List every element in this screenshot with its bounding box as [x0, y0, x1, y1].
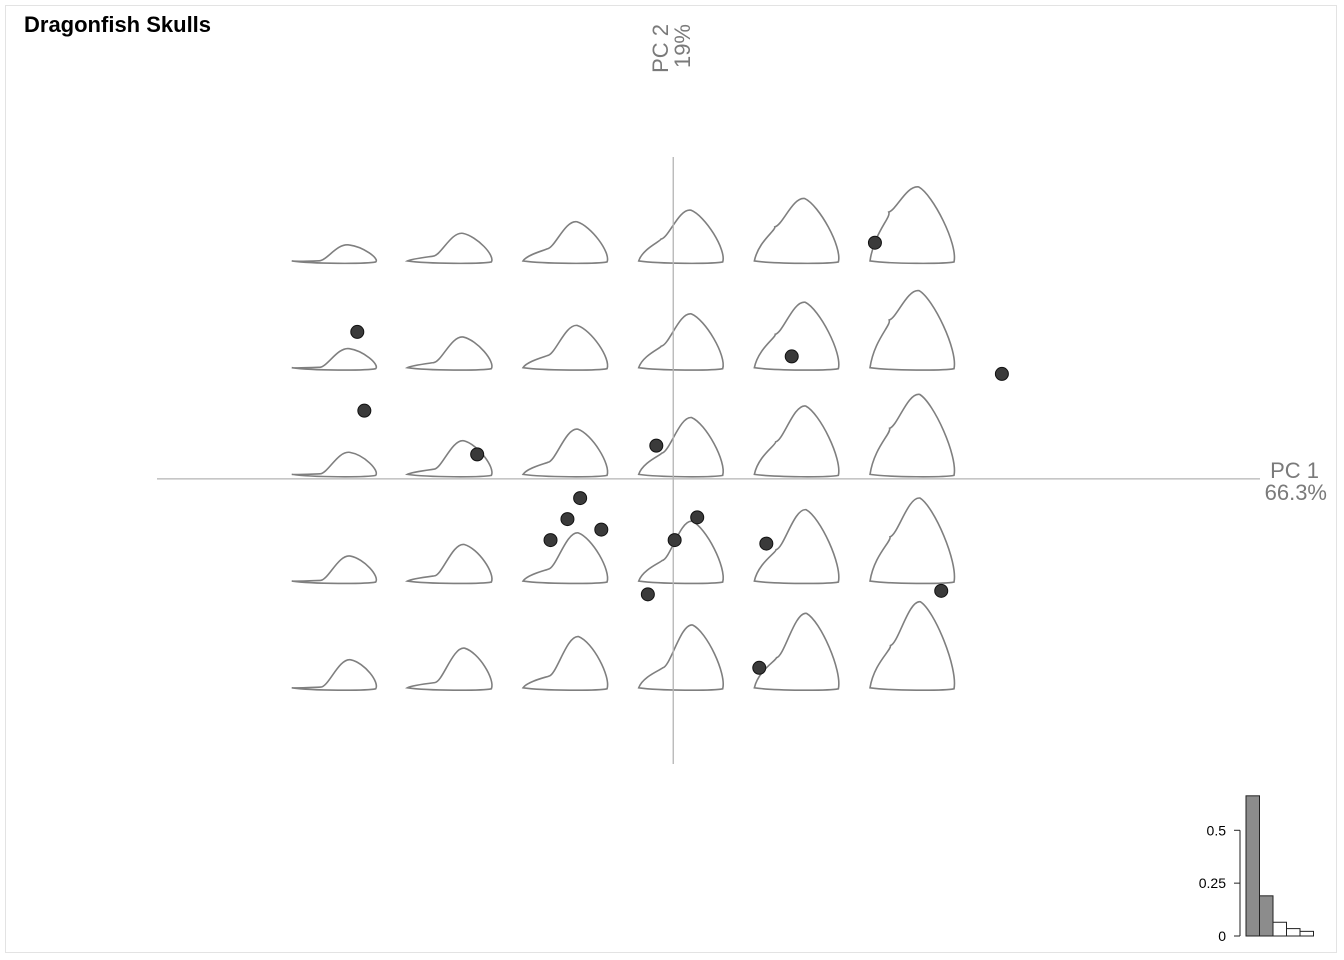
- data-point: [573, 491, 588, 506]
- morphospace-shape: [291, 451, 378, 478]
- morphospace-shape: [637, 313, 724, 371]
- eigen-tick-label: 0.25: [1199, 875, 1226, 891]
- morphospace-shapes: [291, 186, 956, 691]
- pc1-axis-name: PC 1: [1270, 458, 1319, 483]
- eigen-bar: [1259, 895, 1274, 937]
- morphospace-shape: [637, 624, 724, 691]
- morphospace-shape: [869, 600, 956, 691]
- morphospace-shape: [869, 289, 956, 371]
- pc2-axis-variance: 19%: [670, 24, 695, 68]
- morphospace-shape: [753, 197, 840, 265]
- data-point: [752, 660, 767, 675]
- morphospace-shape: [404, 439, 493, 478]
- morphospace-shape: [521, 220, 609, 265]
- eigen-bar: [1272, 921, 1287, 937]
- data-point: [640, 587, 655, 602]
- morphospace-shape: [869, 186, 956, 265]
- morphospace-shape: [521, 428, 609, 478]
- data-point: [543, 533, 558, 548]
- morphospace-shape: [291, 244, 378, 265]
- morphospace-shape: [404, 336, 493, 371]
- data-point: [470, 447, 485, 462]
- morphospace-shape: [521, 635, 609, 691]
- pc1-axis-variance: 66.3%: [1265, 480, 1327, 505]
- pc2-axis-name: PC 2: [648, 24, 673, 73]
- morphospace-shape: [753, 301, 840, 371]
- data-point: [759, 536, 774, 551]
- data-point: [867, 235, 882, 250]
- morphospace-shape: [869, 393, 956, 478]
- plot-frame: [5, 5, 1337, 953]
- morphospace-shape: [404, 232, 493, 265]
- data-point: [649, 438, 664, 453]
- morphospace-shape: [637, 416, 724, 478]
- eigen-bar: [1286, 928, 1301, 937]
- eigen-tick-label: 0: [1218, 928, 1226, 944]
- morphospace-shape: [753, 405, 840, 478]
- morphospace-shape: [637, 520, 724, 585]
- data-point: [667, 533, 682, 548]
- morphospace-shape: [291, 555, 378, 585]
- morphospace-shape: [637, 209, 724, 265]
- morphospace-shape: [404, 647, 493, 691]
- data-point: [690, 510, 705, 525]
- morphospace-shape: [753, 508, 840, 585]
- scatter-points: [350, 235, 1009, 675]
- data-point: [994, 366, 1009, 381]
- morphospace-shape: [521, 324, 609, 371]
- eigen-bar: [1299, 930, 1314, 937]
- data-point: [784, 349, 799, 364]
- eigen-tick-label: 0.5: [1207, 822, 1227, 838]
- morphospace-shape: [291, 658, 378, 691]
- eigen-bar: [1245, 795, 1260, 937]
- morphospace-shape: [404, 543, 493, 585]
- morphospace-shape: [291, 347, 378, 371]
- eigenvalue-barplot: 0 0.25 0.5: [1199, 795, 1314, 944]
- data-point: [934, 583, 949, 598]
- morphospace-shape: [753, 612, 840, 691]
- chart-title: Dragonfish Skulls: [24, 12, 212, 37]
- morphospace-shape: [869, 497, 956, 585]
- morphospace-shape: [521, 532, 609, 585]
- data-point: [350, 324, 365, 339]
- data-point: [357, 403, 372, 418]
- data-point: [594, 522, 609, 537]
- data-point: [560, 512, 575, 527]
